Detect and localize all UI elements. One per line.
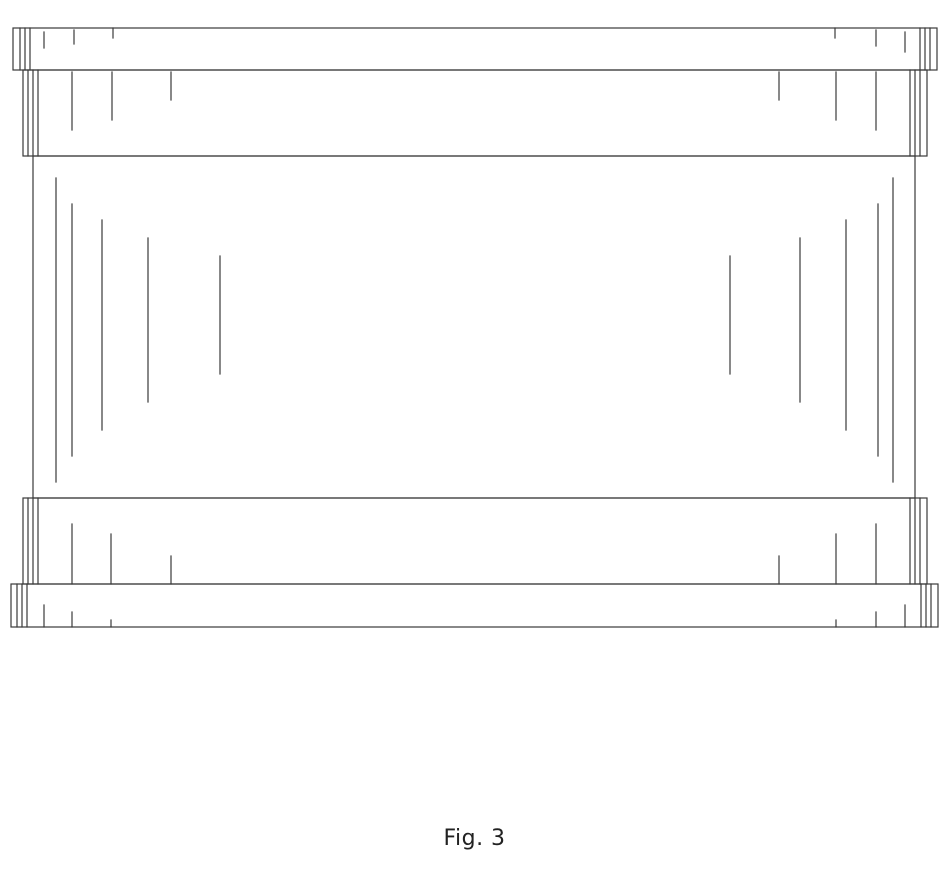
bottom-band [23,498,927,584]
figure-caption: Fig. 3 [0,826,949,851]
container-body [33,156,915,498]
bottom-rim [11,584,938,627]
top-band [23,70,927,156]
top-rim [13,28,937,70]
